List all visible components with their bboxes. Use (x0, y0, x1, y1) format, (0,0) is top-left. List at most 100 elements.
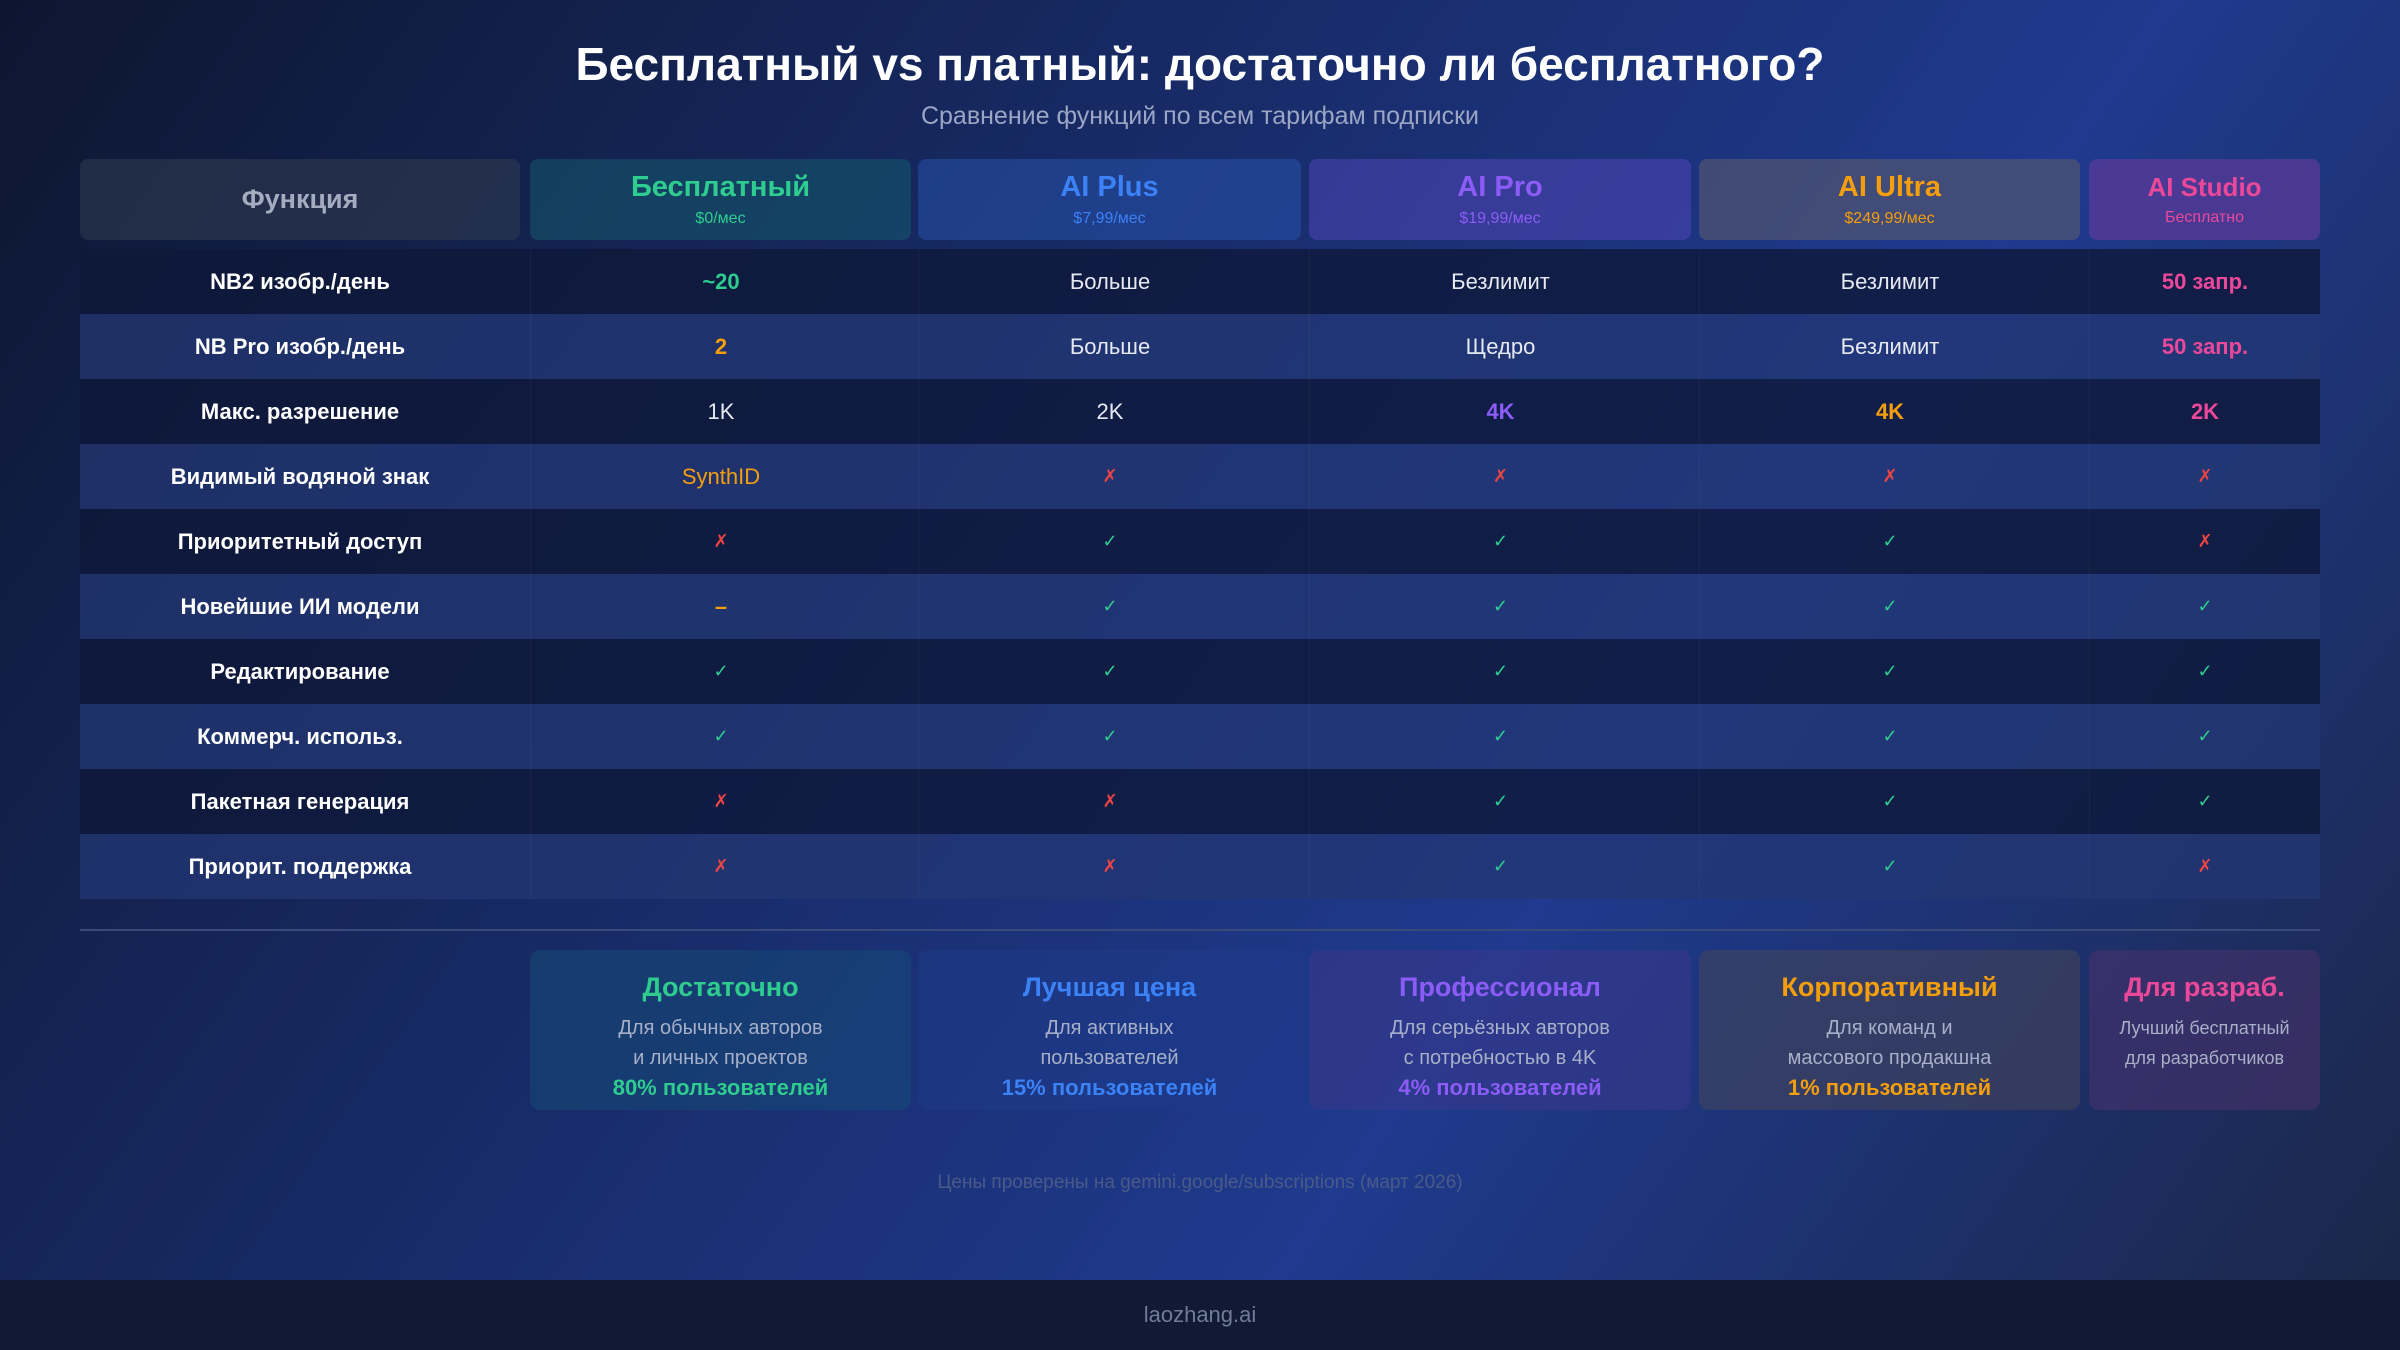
card-text: Для активных (1045, 1017, 1174, 1039)
table-cell: 50 запр. (2089, 249, 2320, 314)
table-row (80, 574, 2320, 639)
table-cell: ✓ (1699, 509, 2080, 574)
table-cell: Безлимит (1699, 249, 2080, 314)
plan-price: $19,99/мес (1459, 210, 1541, 227)
table-cell: ✗ (530, 509, 911, 574)
card-text: Для обычных авторов (618, 1017, 823, 1039)
separator (80, 929, 2320, 931)
table-row (80, 639, 2320, 704)
table-cell: Больше (918, 249, 1301, 314)
plan-name: AI Studio (2147, 172, 2262, 202)
table-cell: ✓ (2089, 704, 2320, 769)
card-text: Лучший бесплатный (2119, 1018, 2290, 1038)
table-cell: ✗ (1699, 444, 2080, 509)
table-cell: ~20 (530, 249, 911, 314)
table-cell: Больше (918, 314, 1301, 379)
table-cell: ✗ (2089, 444, 2320, 509)
table-cell: ✓ (1699, 574, 2080, 639)
summary-card: Достаточно Для обычных авторов и личных пр… (530, 950, 911, 1110)
table-cell: 1K (530, 379, 911, 444)
card-text: Для серьёзных авторов (1390, 1017, 1610, 1039)
table-cell: ✓ (2089, 574, 2320, 639)
plan-header: AI Plus $7,99/мес (918, 159, 1301, 240)
summary-card: Корпоративный Для команд и массового прода… (1699, 950, 2080, 1110)
table-cell: ✗ (1309, 444, 1691, 509)
table-cell: ✓ (2089, 769, 2320, 834)
card-share: 4% пользователей (1398, 1075, 1602, 1100)
table-cell: 2K (2089, 379, 2320, 444)
card-text: с потребностью в 4K (1403, 1047, 1597, 1069)
table-cell: ✗ (918, 834, 1301, 899)
feature-label: Приоритетный доступ (177, 528, 423, 554)
table-cell: ✓ (530, 639, 911, 704)
feature-label: NB2 изобр./день (210, 268, 390, 294)
table-cell: ✓ (1699, 769, 2080, 834)
table-cell: 2K (918, 379, 1301, 444)
table-cell: ✗ (530, 769, 911, 834)
table-cell: ✓ (1309, 639, 1691, 704)
table-cell: ✗ (918, 769, 1301, 834)
table-cell: Безлимит (1699, 314, 2080, 379)
footnote: Цены проверены на gemini.google/subscrip… (937, 1172, 1463, 1193)
table-cell: ✓ (918, 704, 1301, 769)
table-cell: ✓ (2089, 639, 2320, 704)
card-title: Достаточно (642, 972, 799, 1002)
card-title: Лучшая цена (1022, 972, 1197, 1002)
table-cell: ✓ (1309, 574, 1691, 639)
plan-header: AI Pro $19,99/мес (1309, 159, 1691, 240)
feature-label: Видимый водяной знак (170, 463, 430, 489)
table-row (80, 444, 2320, 509)
table-row (80, 769, 2320, 834)
table-cell: 2 (530, 314, 911, 379)
table-cell: ✗ (2089, 834, 2320, 899)
card-title: Профессионал (1399, 972, 1601, 1002)
card-text: пользователей (1040, 1047, 1179, 1069)
plan-name: AI Plus (1060, 171, 1159, 203)
table-row (80, 704, 2320, 769)
plan-price: $249,99/мес (1844, 210, 1935, 227)
card-share: 15% пользователей (1001, 1075, 1218, 1100)
table-row (80, 834, 2320, 899)
plan-name: AI Pro (1457, 171, 1543, 203)
table-cell: ✓ (1699, 704, 2080, 769)
plan-header: Бесплатный $0/мес (530, 159, 911, 240)
table-cell: ✓ (1309, 704, 1691, 769)
table-cell: ✗ (918, 444, 1301, 509)
summary-card: Лучшая цена Для активных пользователей 15% … (918, 950, 1301, 1110)
table-cell: ✓ (530, 704, 911, 769)
card-share: 1% пользователей (1787, 1075, 1992, 1100)
footer: laozhang.ai (0, 1280, 2400, 1350)
table-cell: – (530, 574, 911, 639)
card-text: для разработчиков (2124, 1048, 2285, 1068)
feature-label: Макс. разрешение (200, 398, 400, 424)
subtitle: Сравнение функций по всем тарифам подпис… (920, 101, 1480, 130)
plan-header: AI Ultra $249,99/мес (1699, 159, 2080, 240)
plan-name: AI Ultra (1837, 171, 1942, 203)
card-text: Для команд и (1826, 1017, 1953, 1039)
table-cell: SynthID (530, 444, 911, 509)
feature-label: Коммерч. использ. (197, 723, 403, 749)
summary-card: Профессионал Для серьёзных авторов с потре… (1309, 950, 1691, 1110)
card-title: Для разраб. (2124, 972, 2285, 1002)
card-text: массового продакшна (1787, 1047, 1992, 1069)
table-row (80, 314, 2320, 379)
title: Бесплатный vs платный: достаточно ли бес… (575, 38, 1825, 90)
table-row (80, 509, 2320, 574)
feature-label: Новейшие ИИ модели (180, 593, 420, 619)
card-text: и личных проектов (633, 1047, 808, 1069)
table-cell: Щедро (1309, 314, 1691, 379)
table-cell: 4K (1309, 379, 1691, 444)
card-share: 80% пользователей (612, 1075, 829, 1100)
table-cell: ✓ (1699, 834, 2080, 899)
plan-price: Бесплатно (2164, 209, 2244, 226)
feature-label: Пакетная генерация (190, 788, 410, 814)
table-cell: ✓ (918, 639, 1301, 704)
table-cell: ✓ (918, 574, 1301, 639)
plan-name: Бесплатный (630, 171, 811, 203)
table-cell: Безлимит (1309, 249, 1691, 314)
table-cell: ✓ (1699, 639, 2080, 704)
table-cell: 50 запр. (2089, 314, 2320, 379)
table-row (80, 249, 2320, 314)
header-cell: Функция (80, 159, 520, 240)
